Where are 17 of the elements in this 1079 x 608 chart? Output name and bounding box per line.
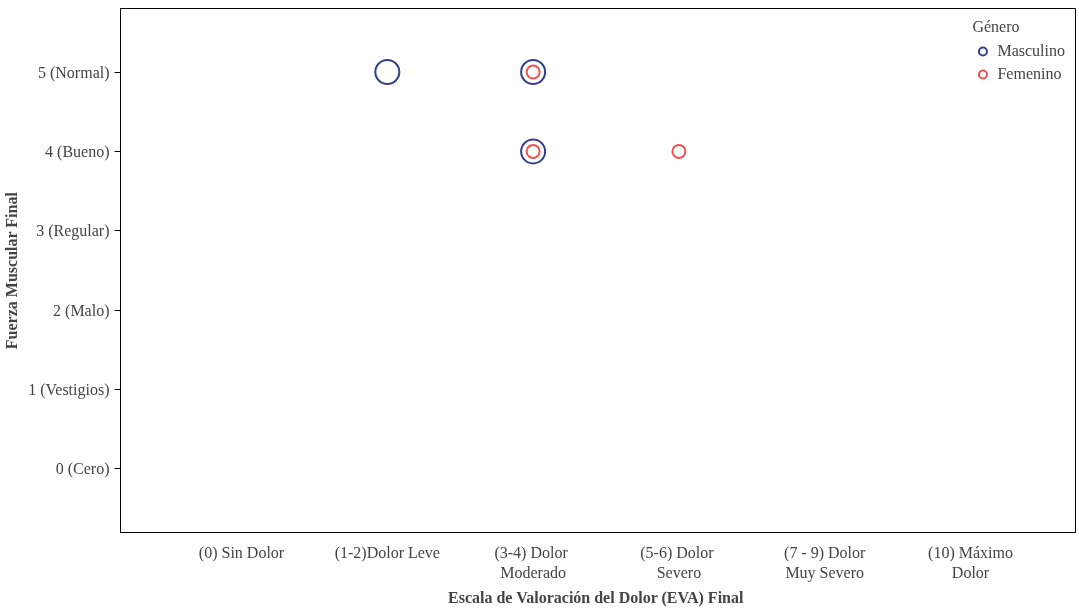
- y-tick-label: 0 (Cero): [55, 460, 110, 479]
- y-tick-label: 1 (Vestigios): [28, 381, 110, 400]
- legend-label: Masculino: [997, 42, 1065, 60]
- x-axis-title: Escala de Valoración del Dolor (EVA) Final: [448, 588, 744, 607]
- x-tick-label: (1-2)Dolor Leve: [334, 543, 440, 562]
- x-tick-label: (0) Sin Dolor: [198, 543, 285, 562]
- y-tick-label: 5 (Normal): [37, 63, 110, 82]
- x-tick-label: (5-6) Dolor Severo: [640, 543, 715, 581]
- legend-title: Género: [972, 18, 1021, 36]
- y-tick-label: 2 (Malo): [53, 301, 110, 320]
- x-tick-label: (10) Máximo Dolor: [928, 543, 1013, 581]
- y-axis-title: Fuerza Muscular Final: [3, 191, 21, 350]
- y-tick-label: 4 (Bueno): [45, 142, 110, 161]
- x-tick-label: (7 - 9) Dolor Muy Severo: [784, 543, 867, 582]
- legend-label: Femenino: [997, 65, 1062, 83]
- x-tick-label: (3-4) Dolor Moderado: [494, 543, 569, 581]
- y-tick-label: 3 (Regular): [36, 222, 110, 241]
